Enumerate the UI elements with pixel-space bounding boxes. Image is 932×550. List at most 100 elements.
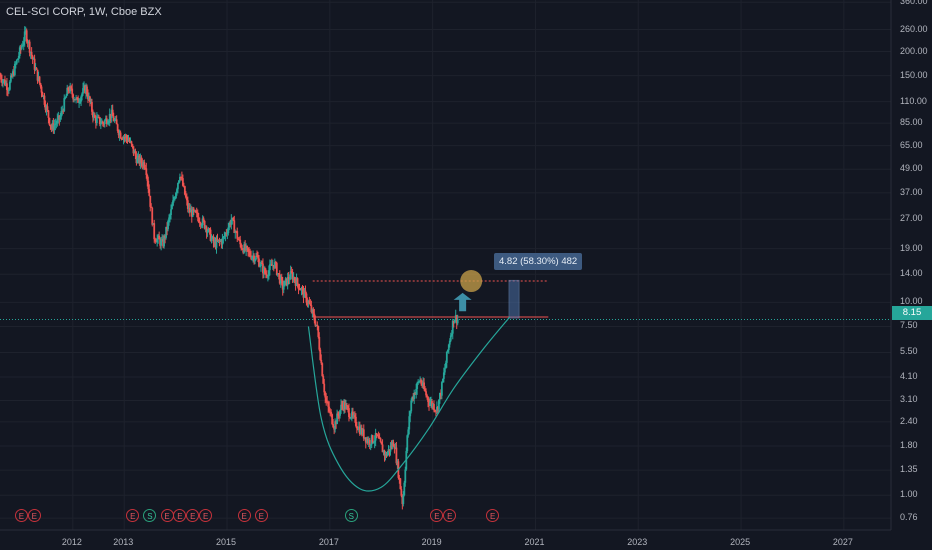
earnings-event-marker[interactable]: E — [27, 509, 41, 522]
candle-body-410 — [404, 469, 407, 483]
candle-body-104 — [101, 121, 104, 124]
candle-body-30 — [28, 41, 31, 53]
measure-label: 4.82 (58.30%) 482 — [494, 253, 583, 270]
earnings-event-marker[interactable]: E — [237, 509, 251, 522]
candle-body-24 — [22, 41, 25, 46]
candle-body-372 — [366, 438, 369, 444]
candle-body-251 — [247, 247, 250, 252]
candle-body-210 — [206, 231, 209, 233]
split-event-marker[interactable]: S — [143, 509, 157, 522]
candle-body-453 — [446, 350, 449, 352]
earnings-event-marker[interactable]: E — [160, 509, 174, 522]
candle-body-447 — [440, 382, 443, 396]
candle-body-234 — [230, 219, 233, 225]
earnings-event-marker[interactable]: E — [254, 509, 268, 522]
x-tick-label: 2017 — [318, 537, 339, 547]
candle-body-5 — [4, 79, 6, 86]
candle-body-66 — [64, 97, 67, 99]
candle-body-271 — [266, 276, 269, 278]
candle-body-148 — [145, 168, 148, 176]
candle-body-116 — [113, 120, 116, 122]
candle-body-375 — [369, 444, 372, 446]
candle-body-4 — [3, 79, 5, 81]
candle-body-173 — [170, 209, 172, 215]
candle-body-102 — [99, 123, 102, 125]
candle-body-452 — [445, 351, 448, 363]
candle-body-249 — [245, 246, 248, 251]
earnings-event-marker[interactable]: E — [186, 509, 200, 522]
y-tick-label: 5.50 — [900, 346, 918, 357]
candle-body-419 — [413, 392, 416, 400]
earnings-event-marker[interactable]: E — [486, 509, 500, 522]
candle-body-131 — [128, 139, 131, 142]
candle-body-392 — [386, 452, 389, 457]
candle-body-325 — [320, 359, 323, 364]
candle-body-336 — [331, 414, 334, 425]
candle-body-303 — [298, 289, 301, 291]
earnings-event-marker[interactable]: E — [430, 509, 444, 522]
candle-body-14 — [12, 71, 15, 76]
candle-body-75 — [73, 99, 76, 101]
candle-body-383 — [377, 435, 380, 439]
candle-body-46 — [44, 104, 47, 110]
candle-body-444 — [438, 399, 440, 410]
candle-body-278 — [273, 262, 276, 268]
candle-body-387 — [381, 444, 384, 453]
candle-body-205 — [201, 218, 204, 226]
candle-body-37 — [35, 68, 38, 70]
candle-body-248 — [244, 244, 247, 251]
current-price-tag: 8.15 — [892, 306, 932, 320]
candle-body-433 — [427, 396, 429, 402]
candle-body-81 — [79, 101, 81, 103]
candle-body-250 — [246, 246, 249, 248]
candle-body-221 — [217, 239, 220, 242]
y-tick-label: 49.00 — [900, 163, 923, 174]
candle-body-273 — [268, 264, 271, 271]
earnings-event-marker[interactable]: E — [126, 509, 140, 522]
candle-body-308 — [303, 290, 306, 298]
candle-body-224 — [220, 240, 223, 245]
candle-body-282 — [277, 273, 280, 275]
candle-body-236 — [232, 217, 235, 221]
candle-body-138 — [135, 155, 138, 164]
candle-body-204 — [200, 225, 203, 227]
candle-body-11 — [9, 75, 12, 82]
candle-body-263 — [259, 266, 261, 268]
candle-body-163 — [160, 240, 163, 246]
candle-body-388 — [382, 450, 385, 453]
candle-body-232 — [228, 222, 231, 228]
candle-body-343 — [338, 415, 340, 417]
candle-body-284 — [279, 276, 282, 284]
candle-body-67 — [65, 95, 68, 98]
candle-body-279 — [274, 262, 277, 264]
candle-body-319 — [314, 320, 317, 326]
candle-body-374 — [368, 439, 371, 445]
earnings-event-marker[interactable]: E — [173, 509, 187, 522]
earnings-event-marker[interactable]: E — [199, 509, 213, 522]
candle-body-405 — [399, 478, 402, 490]
candle-body-76 — [74, 99, 77, 101]
candle-body-434 — [428, 401, 430, 406]
candle-body-168 — [165, 226, 167, 238]
candle-body-425 — [419, 379, 422, 382]
candle-body-293 — [288, 279, 291, 281]
candle-body-334 — [329, 411, 332, 413]
candle-body-3 — [2, 80, 4, 83]
candle-body-141 — [138, 155, 141, 164]
earnings-event-marker[interactable]: E — [14, 509, 28, 522]
candle-body-18 — [16, 58, 19, 60]
y-tick-label: 1.35 — [900, 464, 918, 475]
earnings-event-marker[interactable]: E — [443, 509, 457, 522]
split-event-marker[interactable]: S — [344, 509, 358, 522]
candle-body-119 — [116, 124, 119, 131]
candle-body-318 — [313, 313, 316, 321]
candle-body-13 — [11, 71, 14, 77]
candle-body-413 — [407, 429, 410, 436]
x-tick-label: 2021 — [524, 537, 545, 547]
x-tick-label: 2012 — [61, 537, 82, 547]
candle-body-292 — [287, 276, 290, 280]
candle-body-239 — [235, 231, 238, 233]
candle-body-155 — [152, 223, 155, 225]
candle-body-277 — [272, 265, 275, 268]
